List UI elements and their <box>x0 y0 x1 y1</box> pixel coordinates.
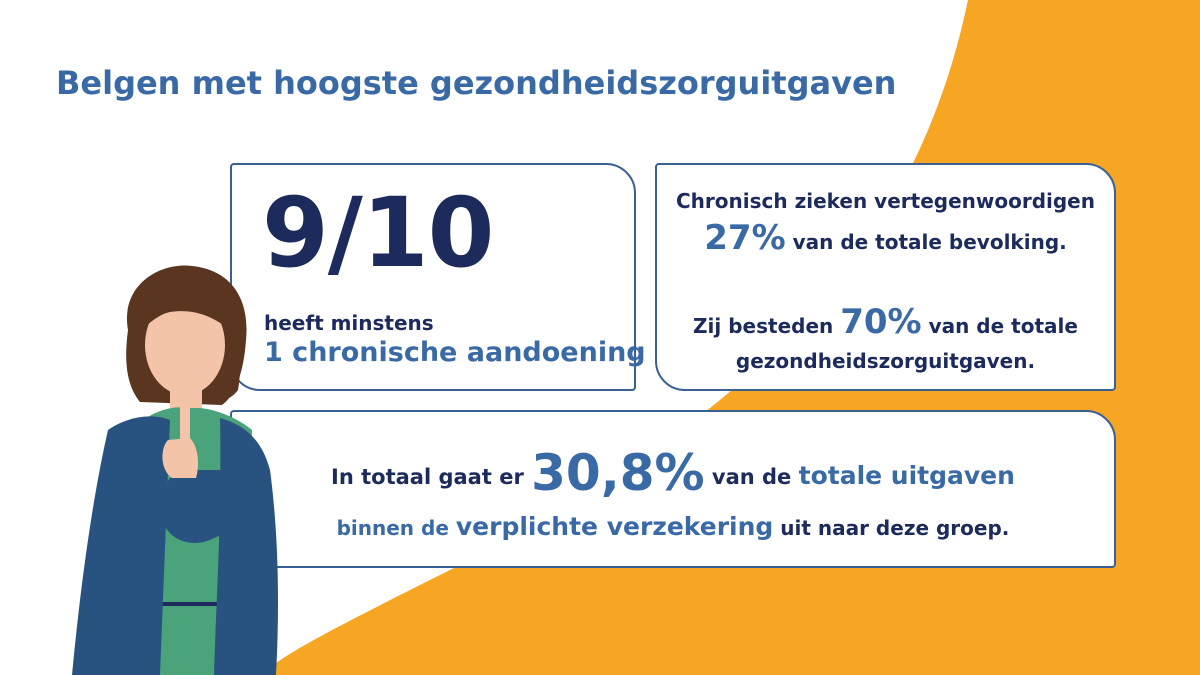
chronic-spending-text: Zij besteden 70% van de totale gezondhei… <box>657 299 1114 375</box>
total-pre: In totaal gaat er <box>331 465 532 489</box>
fraction-value: 9/10 <box>262 177 494 289</box>
total-l2-post: uit naar deze groep. <box>773 516 1010 540</box>
population-text: van de totale bevolking. <box>785 230 1067 254</box>
population-percent: 27% <box>704 218 786 258</box>
chronic-line1: Chronisch zieken vertegenwoordigen <box>676 189 1095 213</box>
spending-line2: gezondheidszorguitgaven. <box>735 348 1036 373</box>
total-highlight2: verplichte verzekering <box>455 512 774 541</box>
stat-card-chronic: Chronisch zieken vertegenwoordigen 27% v… <box>655 163 1116 391</box>
chronic-line2: 27% van de totale bevolking. <box>657 215 1114 263</box>
total-highlight1: totale uitgaven <box>798 461 1015 490</box>
spending-percent: 70% <box>840 302 922 342</box>
total-line1: In totaal gaat er 30,8% van de totale ui… <box>232 444 1114 502</box>
spending-post: van de totale <box>921 314 1078 338</box>
total-l2-pre: binnen de <box>336 516 456 540</box>
total-percent: 30,8% <box>531 444 705 502</box>
stat-card-total: In totaal gaat er 30,8% van de totale ui… <box>230 410 1116 568</box>
chronic-population-text: Chronisch zieken vertegenwoordigen 27% v… <box>657 187 1114 263</box>
stat-card-fraction: 9/10 heeft minstens 1 chronische aandoen… <box>230 163 646 391</box>
spending-line1: Zij besteden 70% van de totale <box>657 299 1114 347</box>
fraction-caption-line2: 1 chronische aandoening <box>264 337 646 368</box>
fraction-caption-line1: heeft minstens <box>264 311 434 335</box>
total-mid: van de <box>704 465 799 489</box>
page-title: Belgen met hoogste gezondheidszorguitgav… <box>56 64 897 102</box>
total-line2: binnen de verplichte verzekering uit naa… <box>232 512 1114 541</box>
spending-pre: Zij besteden <box>693 314 841 338</box>
